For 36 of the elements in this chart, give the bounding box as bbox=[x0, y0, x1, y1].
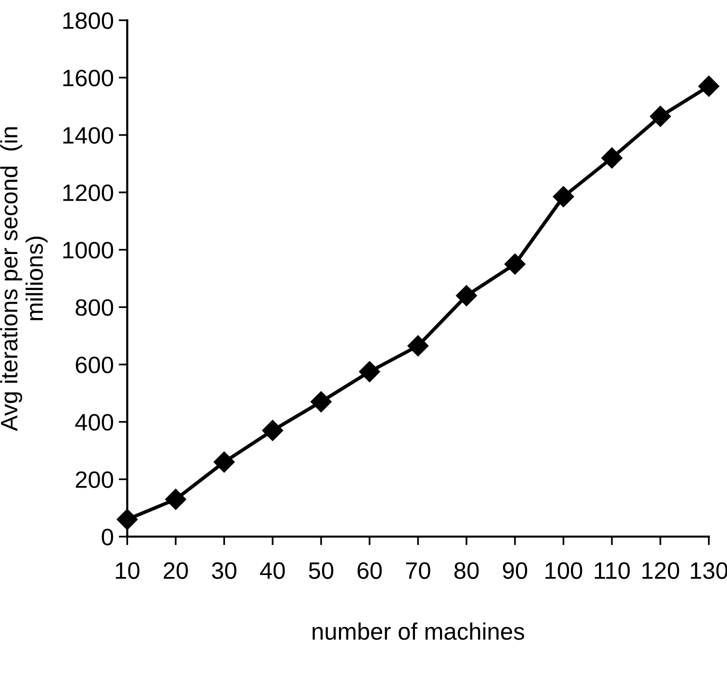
x-tick-label: 60 bbox=[358, 562, 382, 579]
x-axis-title: number of machines bbox=[312, 622, 524, 640]
point bbox=[165, 488, 186, 510]
y-tick-label: 800 bbox=[76, 299, 114, 316]
point bbox=[456, 285, 478, 306]
point bbox=[214, 452, 235, 473]
x-tick-label: 10 bbox=[116, 562, 140, 579]
point bbox=[698, 76, 720, 97]
x-tick-label: 80 bbox=[454, 562, 479, 579]
y-tick-label: 400 bbox=[75, 414, 114, 431]
point bbox=[504, 254, 526, 275]
x-tick-label: 90 bbox=[502, 562, 528, 579]
y-axis-title: Avg iterations per second (in millions) bbox=[0, 127, 48, 432]
y-tick-label: 200 bbox=[76, 471, 114, 488]
point bbox=[310, 391, 332, 412]
x-tick-label: 50 bbox=[308, 562, 334, 579]
x-tick-label: 20 bbox=[164, 562, 188, 579]
y-tick-label: 0 bbox=[102, 528, 114, 546]
y-tick-label: 1000 bbox=[63, 242, 114, 259]
x-tick-label: 30 bbox=[212, 562, 236, 579]
point bbox=[650, 106, 671, 127]
point bbox=[359, 361, 380, 382]
point bbox=[262, 420, 284, 441]
y-tick-label: 1200 bbox=[63, 184, 114, 202]
x-tick-label: 120 bbox=[642, 562, 680, 579]
point bbox=[601, 147, 622, 168]
y-tick-label: 1600 bbox=[63, 70, 114, 86]
y-tick-label: 1800 bbox=[63, 12, 114, 30]
y-tick-label: 600 bbox=[76, 356, 114, 374]
y-tick-label: 1400 bbox=[63, 127, 114, 144]
point bbox=[552, 186, 574, 208]
x-tick-label: 110 bbox=[594, 562, 630, 579]
point bbox=[408, 335, 429, 356]
x-tick-label: 40 bbox=[260, 562, 285, 579]
x-tick-label: 70 bbox=[406, 562, 430, 579]
x-tick-label: 100 bbox=[546, 562, 582, 579]
